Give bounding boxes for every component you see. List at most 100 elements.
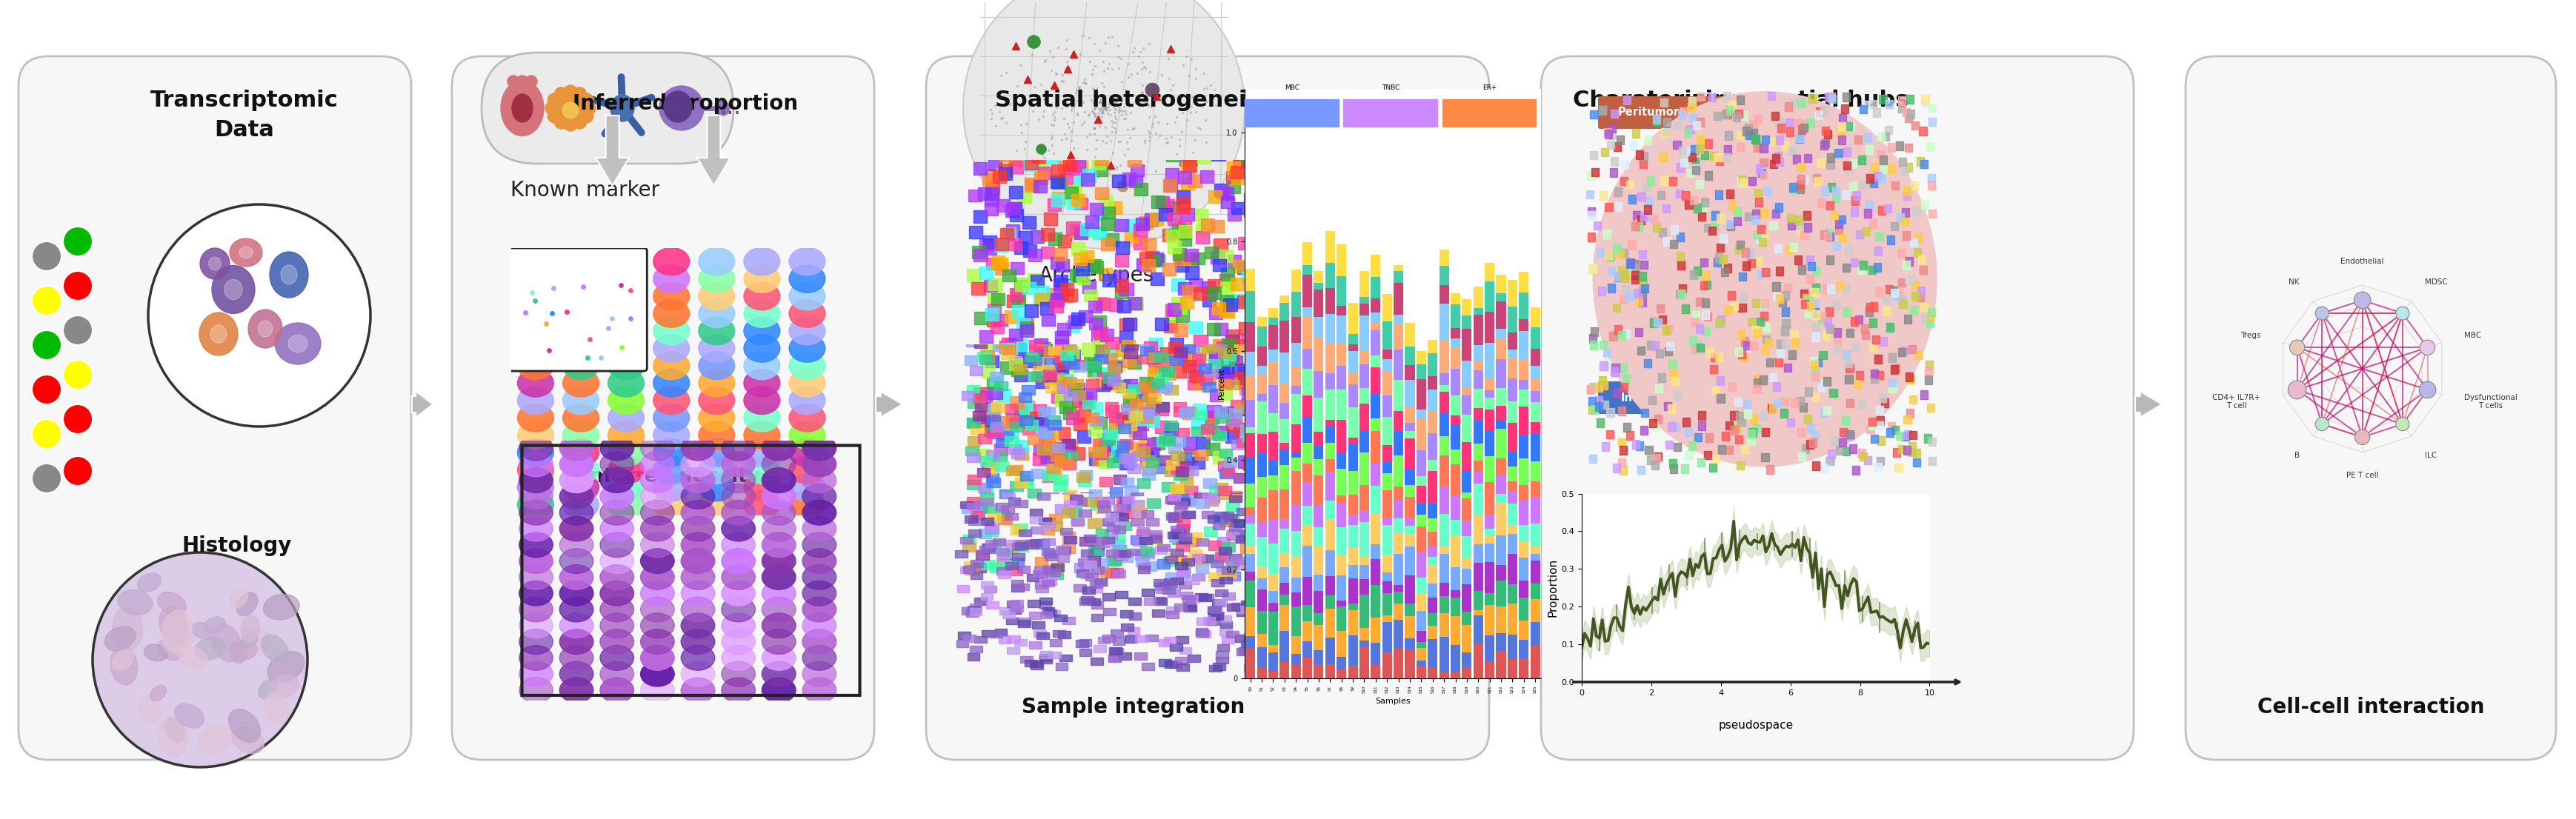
FancyBboxPatch shape <box>1540 57 2133 760</box>
Bar <box>1121 331 1133 343</box>
Bar <box>1824 378 1832 386</box>
Bar <box>1280 490 1291 519</box>
Bar <box>1090 613 1103 621</box>
Point <box>526 317 567 330</box>
Bar <box>1842 105 1847 113</box>
Bar <box>1090 658 1103 665</box>
Ellipse shape <box>500 80 544 136</box>
Bar <box>1360 387 1368 404</box>
Bar <box>1303 505 1311 525</box>
Bar <box>1108 376 1121 386</box>
Bar <box>1206 247 1218 259</box>
Bar <box>1231 400 1244 409</box>
Bar <box>1002 345 1015 355</box>
FancyBboxPatch shape <box>1597 382 1721 414</box>
Bar <box>1100 568 1113 577</box>
Bar <box>1267 445 1280 454</box>
Circle shape <box>721 484 755 509</box>
Bar <box>1012 540 1025 547</box>
Bar <box>1082 561 1095 571</box>
Bar <box>1144 342 1157 354</box>
Circle shape <box>600 645 634 670</box>
Bar <box>1731 301 1739 310</box>
Bar <box>1450 293 1461 304</box>
Bar <box>1110 487 1123 496</box>
Bar <box>1806 256 1814 265</box>
Bar <box>1785 284 1793 292</box>
Bar <box>1020 401 1033 414</box>
Point <box>1185 82 1226 95</box>
Bar <box>1589 405 1597 414</box>
Circle shape <box>801 516 837 541</box>
Bar <box>1633 265 1641 273</box>
Bar <box>1257 497 1267 523</box>
Bar <box>1236 438 1249 448</box>
Point <box>1087 97 1128 111</box>
Bar <box>1041 450 1054 463</box>
Bar <box>1043 578 1056 585</box>
Bar <box>1126 384 1141 396</box>
Ellipse shape <box>268 651 304 683</box>
Bar <box>1015 440 1028 452</box>
Bar <box>1721 255 1728 264</box>
Bar <box>1865 133 1873 142</box>
Bar <box>1904 114 1911 122</box>
Bar <box>1901 232 1909 240</box>
Bar <box>1772 283 1780 291</box>
Bar <box>1128 154 1141 167</box>
Bar <box>1118 550 1131 557</box>
Point <box>997 93 1038 106</box>
Bar <box>1777 349 1785 358</box>
Bar <box>1922 200 1929 209</box>
Point <box>1074 59 1115 72</box>
Bar <box>1257 477 1267 497</box>
Point <box>1012 105 1054 118</box>
Bar <box>1788 214 1793 222</box>
Bar <box>1834 219 1842 229</box>
Bar <box>1857 156 1865 164</box>
Bar <box>1172 402 1185 411</box>
Bar <box>1816 108 1824 116</box>
Bar <box>1051 373 1064 382</box>
Point <box>1128 98 1170 111</box>
Bar <box>1175 310 1190 322</box>
Bar <box>1880 156 1888 165</box>
Bar <box>1865 303 1873 311</box>
Bar <box>1200 281 1216 293</box>
Bar <box>1180 459 1193 471</box>
Bar <box>1291 577 1301 593</box>
Bar <box>1030 340 1043 353</box>
Bar <box>981 457 994 469</box>
Bar <box>1020 415 1036 428</box>
Bar <box>1767 92 1775 100</box>
Bar <box>1247 524 1260 532</box>
Bar <box>1239 322 1252 334</box>
Circle shape <box>600 564 634 590</box>
Bar <box>1239 367 1252 379</box>
Bar <box>1520 541 1528 558</box>
Bar <box>1370 355 1381 367</box>
Bar <box>1133 238 1146 250</box>
Bar <box>1036 632 1048 640</box>
Point <box>1082 107 1123 120</box>
Bar <box>1249 456 1262 468</box>
Bar <box>1775 399 1780 407</box>
Bar <box>1079 598 1092 604</box>
Circle shape <box>62 360 93 390</box>
Circle shape <box>520 564 554 590</box>
Bar <box>1077 272 1090 284</box>
Bar <box>1218 615 1231 622</box>
Bar <box>1066 383 1082 396</box>
Bar <box>1054 340 1069 352</box>
Bar <box>1736 131 1744 139</box>
Bar <box>1231 166 1244 179</box>
Bar <box>1025 179 1038 192</box>
Point <box>1074 106 1115 120</box>
Bar <box>976 406 992 419</box>
Bar <box>1337 344 1347 366</box>
Bar <box>1793 155 1801 164</box>
Bar <box>1404 526 1414 535</box>
Bar <box>1092 329 1105 342</box>
Bar <box>1832 437 1839 445</box>
Bar <box>1904 187 1911 196</box>
